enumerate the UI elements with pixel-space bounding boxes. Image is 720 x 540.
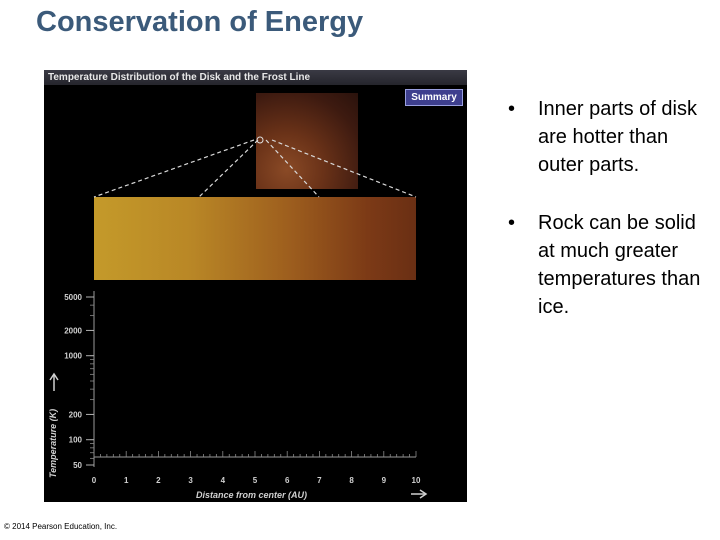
y-tick-label: 50 xyxy=(73,461,82,470)
temperature-chart: 5000 2000 1000 200 100 50 0 1 2 3 4 5 6 7 8 9 10 Temper… xyxy=(48,291,428,500)
bullet-item: • Inner parts of disk are hotter than ou… xyxy=(508,95,708,179)
copyright-text: © 2014 Pearson Education, Inc. xyxy=(4,522,118,531)
y-tick-label: 1000 xyxy=(64,352,82,361)
x-axis: 0 1 2 3 4 5 6 7 8 9 10 xyxy=(92,451,421,485)
x-axis-arrow-icon xyxy=(411,489,428,499)
x-tick-label: 1 xyxy=(124,476,129,485)
x-tick-label: 10 xyxy=(412,476,421,485)
y-tick-label: 100 xyxy=(69,436,83,445)
x-tick-label: 7 xyxy=(317,476,322,485)
bullet-item: • Rock can be solid at much greater temp… xyxy=(508,209,708,321)
bullet-dot: • xyxy=(508,212,516,234)
x-tick-label: 6 xyxy=(285,476,290,485)
y-tick-label: 200 xyxy=(69,410,83,419)
bullet-dot: • xyxy=(508,98,516,120)
bullet-list: • Inner parts of disk are hotter than ou… xyxy=(508,95,708,351)
x-tick-label: 2 xyxy=(156,476,161,485)
bullet-text: Inner parts of disk are hotter than oute… xyxy=(538,98,697,176)
bullet-text: Rock can be solid at much greater temper… xyxy=(538,212,701,318)
zoom-connector-lines xyxy=(93,136,417,198)
x-axis-label: Distance from center (AU) xyxy=(196,490,307,500)
y-axis-arrow-icon xyxy=(49,372,59,391)
x-tick-label: 8 xyxy=(349,476,354,485)
y-axis-label: Temperature (K) xyxy=(48,409,58,478)
y-tick-label: 2000 xyxy=(64,326,82,335)
y-axis: 5000 2000 1000 200 100 50 xyxy=(64,291,95,470)
x-tick-label: 0 xyxy=(92,476,97,485)
x-tick-label: 9 xyxy=(382,476,387,485)
disk-temperature-strip xyxy=(94,197,416,280)
simulation-panel: Temperature Distribution of the Disk and… xyxy=(44,70,467,502)
slide-title: Conservation of Energy xyxy=(36,6,364,38)
x-tick-label: 5 xyxy=(253,476,258,485)
panel-header: Temperature Distribution of the Disk and… xyxy=(44,70,467,85)
summary-button[interactable]: Summary xyxy=(405,89,463,106)
x-tick-label: 3 xyxy=(188,476,193,485)
y-tick-label: 5000 xyxy=(64,293,82,302)
x-tick-label: 4 xyxy=(221,476,226,485)
